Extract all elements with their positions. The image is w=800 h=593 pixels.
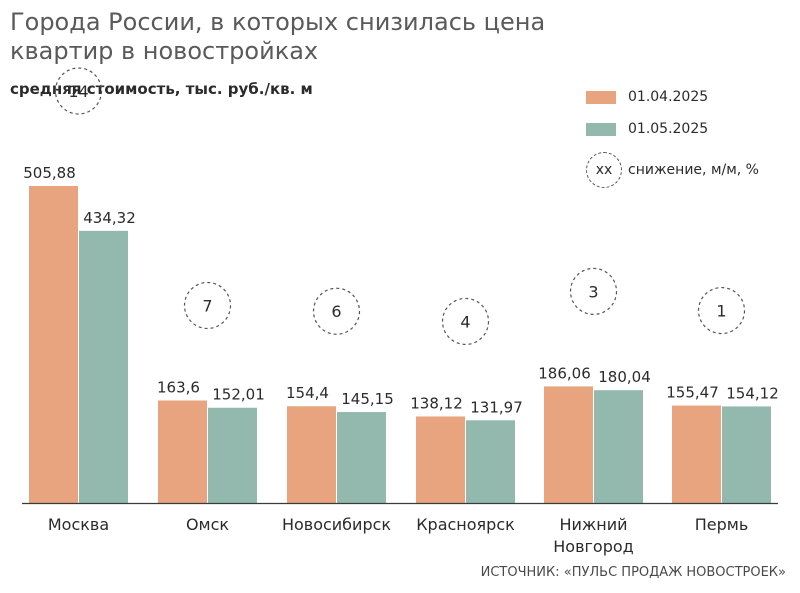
chart-title: Города России, в которых снизилась цена … xyxy=(10,8,546,65)
category-label-0: Москва xyxy=(48,515,109,534)
decline-circle-3 xyxy=(441,297,490,346)
decline-circle-4 xyxy=(569,267,618,316)
legend-item-decline: xx снижение, м/м, % xyxy=(586,150,759,190)
legend-label-decline: снижение, м/м, % xyxy=(628,162,759,178)
data-label-2-5: 154,12 xyxy=(726,384,779,402)
category-label-4-1: Новгород xyxy=(553,537,633,556)
data-label-2-1: 152,01 xyxy=(212,386,265,404)
legend-item-series2: 01.05.2025 xyxy=(586,118,708,140)
category-label-1: Омск xyxy=(186,515,229,534)
legend-item-series1: 01.04.2025 xyxy=(586,86,708,108)
decline-value-4: 3 xyxy=(588,282,598,301)
source-note: ИСТОЧНИК: «ПУЛЬС ПРОДАЖ НОВОСТРОЕК» xyxy=(480,565,786,580)
data-label-2-2: 145,15 xyxy=(341,390,394,408)
decline-value-1: 7 xyxy=(202,296,212,315)
chart-subtitle: средняя стоимость, тыс. руб./кв. м xyxy=(10,80,313,98)
data-label-1-1: 163,6 xyxy=(157,378,200,396)
data-label-2-4: 180,04 xyxy=(598,368,651,386)
bar-2-5 xyxy=(722,406,771,503)
decline-value-2: 6 xyxy=(331,302,341,321)
category-label-5: Пермь xyxy=(695,515,749,534)
bar-1-5 xyxy=(672,405,721,503)
data-label-1-3: 138,12 xyxy=(410,394,463,412)
bar-2-3 xyxy=(466,420,515,503)
bar-2-2 xyxy=(337,412,386,503)
legend-swatch-series1 xyxy=(586,90,616,104)
data-label-1-0: 505,88 xyxy=(23,164,76,182)
decline-value-3: 4 xyxy=(460,312,470,331)
category-label-4-0: Нижний xyxy=(559,515,627,534)
decline-circle-1 xyxy=(183,281,232,330)
data-label-1-4: 186,06 xyxy=(538,364,591,382)
bar-1-4 xyxy=(544,386,593,503)
data-label-2-3: 131,97 xyxy=(470,398,523,416)
bar-2-4 xyxy=(594,390,643,503)
category-label-2: Новосибирск xyxy=(282,515,391,534)
decline-circle-2 xyxy=(312,287,361,335)
data-label-2-0: 434,32 xyxy=(83,209,136,227)
decline-circle-0 xyxy=(54,67,103,115)
decline-value-0: 14 xyxy=(68,82,88,101)
bar-2-1 xyxy=(208,407,257,503)
category-label-3: Красноярск xyxy=(416,515,515,534)
legend-swatch-series2 xyxy=(586,122,616,136)
decline-circle-5 xyxy=(697,286,746,335)
bar-1-3 xyxy=(416,416,465,503)
legend-decline-circle: xx xyxy=(586,152,622,188)
bar-1-1 xyxy=(158,400,207,503)
bar-1-0 xyxy=(29,186,78,503)
data-label-1-5: 155,47 xyxy=(666,384,719,402)
legend-label-series1: 01.04.2025 xyxy=(628,89,709,105)
data-label-1-2: 154,4 xyxy=(286,384,329,402)
legend-label-series2: 01.05.2025 xyxy=(628,121,709,137)
decline-value-5: 1 xyxy=(716,302,726,321)
bar-1-2 xyxy=(287,406,336,503)
bar-2-0 xyxy=(79,230,128,503)
